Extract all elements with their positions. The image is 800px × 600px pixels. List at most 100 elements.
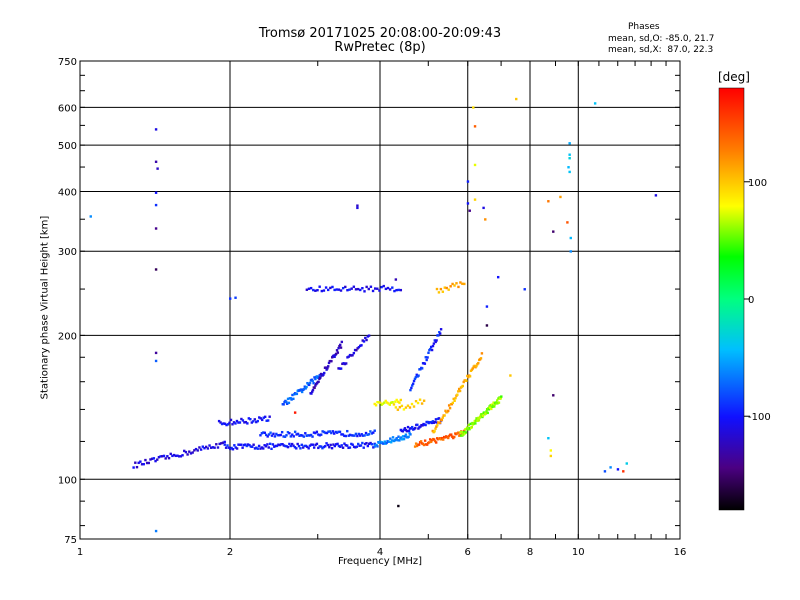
data-point [472, 106, 475, 109]
data-point [468, 209, 471, 212]
data-point [323, 371, 326, 375]
data-point [154, 351, 158, 355]
data-point [322, 373, 325, 376]
data-point [229, 297, 232, 300]
data-point [278, 443, 281, 447]
data-point [296, 442, 299, 446]
data-point [193, 449, 196, 452]
data-point [275, 444, 279, 448]
data-point [407, 435, 410, 438]
data-point [495, 399, 499, 402]
x-tick-label: 1 [77, 547, 83, 558]
data-point [360, 344, 363, 347]
data-point [461, 384, 465, 388]
data-point [199, 448, 203, 451]
data-point [270, 434, 274, 437]
data-point [478, 416, 482, 419]
data-point [314, 289, 317, 292]
data-point [353, 434, 356, 437]
data-point [400, 436, 403, 439]
data-point [142, 462, 145, 466]
data-point [172, 453, 176, 457]
data-point [220, 442, 223, 445]
data-point [268, 442, 272, 446]
data-point [297, 444, 301, 448]
data-point [306, 434, 310, 437]
data-point [361, 441, 364, 445]
data-point [211, 446, 215, 449]
data-point [262, 447, 265, 450]
data-point [375, 443, 378, 447]
data-point [455, 282, 458, 285]
data-point [299, 434, 303, 437]
data-point [183, 449, 186, 453]
data-point [343, 362, 347, 366]
data-point [283, 435, 287, 438]
data-point [321, 430, 324, 433]
data-point [480, 413, 484, 416]
data-point [426, 356, 429, 359]
data-point [343, 434, 346, 438]
data-point [169, 452, 172, 456]
data-point [395, 288, 398, 292]
data-point [311, 443, 314, 446]
data-point [327, 430, 330, 433]
data-point [401, 438, 404, 441]
data-point [140, 463, 144, 466]
data-point [372, 446, 375, 449]
data-point [568, 142, 571, 145]
data-point [415, 444, 419, 448]
data-point [492, 401, 495, 404]
data-point [429, 345, 433, 349]
data-point [431, 344, 435, 348]
data-point [341, 446, 345, 449]
data-point [454, 396, 457, 400]
data-point [229, 447, 232, 451]
data-point [255, 420, 258, 424]
data-point [196, 449, 199, 452]
data-point [433, 339, 436, 342]
data-point [317, 380, 320, 383]
data-point [394, 406, 398, 409]
data-point [282, 444, 286, 447]
data-point [361, 434, 365, 437]
data-point [383, 401, 386, 404]
data-point [404, 406, 408, 409]
data-point [362, 340, 366, 343]
data-point [467, 375, 470, 379]
y-tick-label: 75 [64, 535, 77, 546]
data-point [312, 288, 315, 292]
data-point [247, 417, 251, 420]
data-point [298, 434, 301, 437]
data-point [265, 419, 268, 422]
data-point [447, 288, 450, 291]
data-point [385, 441, 388, 445]
data-point [386, 286, 390, 290]
data-point [353, 348, 357, 352]
data-point [324, 286, 328, 289]
axis-ticks [79, 60, 681, 539]
data-point [437, 291, 441, 294]
data-point [396, 408, 400, 411]
data-point [208, 444, 211, 447]
data-point [285, 434, 288, 437]
data-point [431, 420, 435, 423]
data-point [394, 400, 397, 403]
data-point [267, 446, 270, 449]
data-point [171, 454, 174, 458]
data-point [150, 457, 154, 460]
data-point [263, 415, 267, 419]
data-point [358, 344, 362, 348]
data-point [354, 446, 357, 449]
data-point [425, 358, 428, 362]
data-point [423, 439, 427, 442]
data-point [466, 202, 470, 205]
data-point [440, 418, 444, 422]
data-point [329, 443, 332, 447]
data-point [238, 421, 242, 424]
data-point [409, 388, 412, 392]
data-point [351, 354, 354, 357]
data-point [240, 443, 243, 446]
data-point [167, 456, 171, 460]
data-point [357, 442, 360, 446]
